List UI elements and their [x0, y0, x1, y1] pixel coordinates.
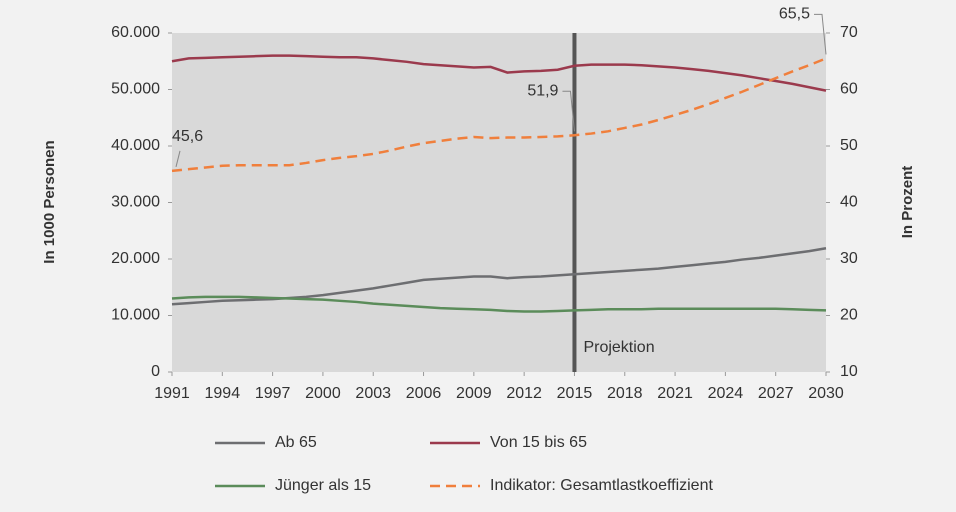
x-tick-label: 2000 [305, 385, 341, 402]
y2-tick-label: 40 [840, 194, 858, 211]
x-tick-label: 2027 [758, 385, 794, 402]
x-tick-label: 2012 [506, 385, 542, 402]
data-label: 65,5 [779, 6, 810, 23]
x-tick-label: 2006 [406, 385, 442, 402]
x-tick-label: 2009 [456, 385, 492, 402]
data-label: 45,6 [172, 128, 203, 145]
series-line [171, 295, 827, 313]
legend-label: Indikator: Gesamtlastkoeffizient [490, 477, 713, 494]
data-label: 51,9 [527, 82, 558, 99]
x-tick-label: 2030 [808, 385, 844, 402]
y-tick-label: 20.000 [111, 250, 160, 267]
y-tick-label: 30.000 [111, 194, 160, 211]
y2-tick-label: 30 [840, 250, 858, 267]
x-tick-label: 2015 [557, 385, 593, 402]
x-tick-label: 2003 [355, 385, 391, 402]
legend-label: Von 15 bis 65 [490, 434, 587, 451]
x-tick-label: 1997 [255, 385, 291, 402]
legend-label: Ab 65 [275, 434, 317, 451]
y-tick-label: 0 [151, 363, 160, 380]
series-line [171, 54, 827, 92]
label-leader [175, 150, 181, 167]
y2-tick-label: 70 [840, 24, 858, 41]
x-tick-label: 1991 [154, 385, 190, 402]
y-tick-label: 50.000 [111, 81, 160, 98]
x-tick-label: 2021 [657, 385, 693, 402]
y2-tick-label: 20 [840, 307, 858, 324]
y-tick-label: 10.000 [111, 307, 160, 324]
label-leader [814, 13, 827, 55]
x-tick-label: 2024 [708, 385, 744, 402]
plot-area [172, 33, 826, 372]
series-line [171, 57, 827, 173]
y2-tick-label: 50 [840, 137, 858, 154]
y-tick-label: 60.000 [111, 24, 160, 41]
annotation: Projektion [583, 339, 654, 356]
y2-tick-label: 60 [840, 81, 858, 98]
legend-label: Jünger als 15 [275, 477, 371, 494]
x-tick-label: 2018 [607, 385, 643, 402]
y2-tick-label: 10 [840, 363, 858, 380]
y-tick-label: 40.000 [111, 137, 160, 154]
label-leader [562, 90, 575, 132]
y2-axis-title: In Prozent [899, 166, 916, 239]
y-axis-title: In 1000 Personen [41, 140, 58, 263]
x-tick-label: 1994 [205, 385, 241, 402]
